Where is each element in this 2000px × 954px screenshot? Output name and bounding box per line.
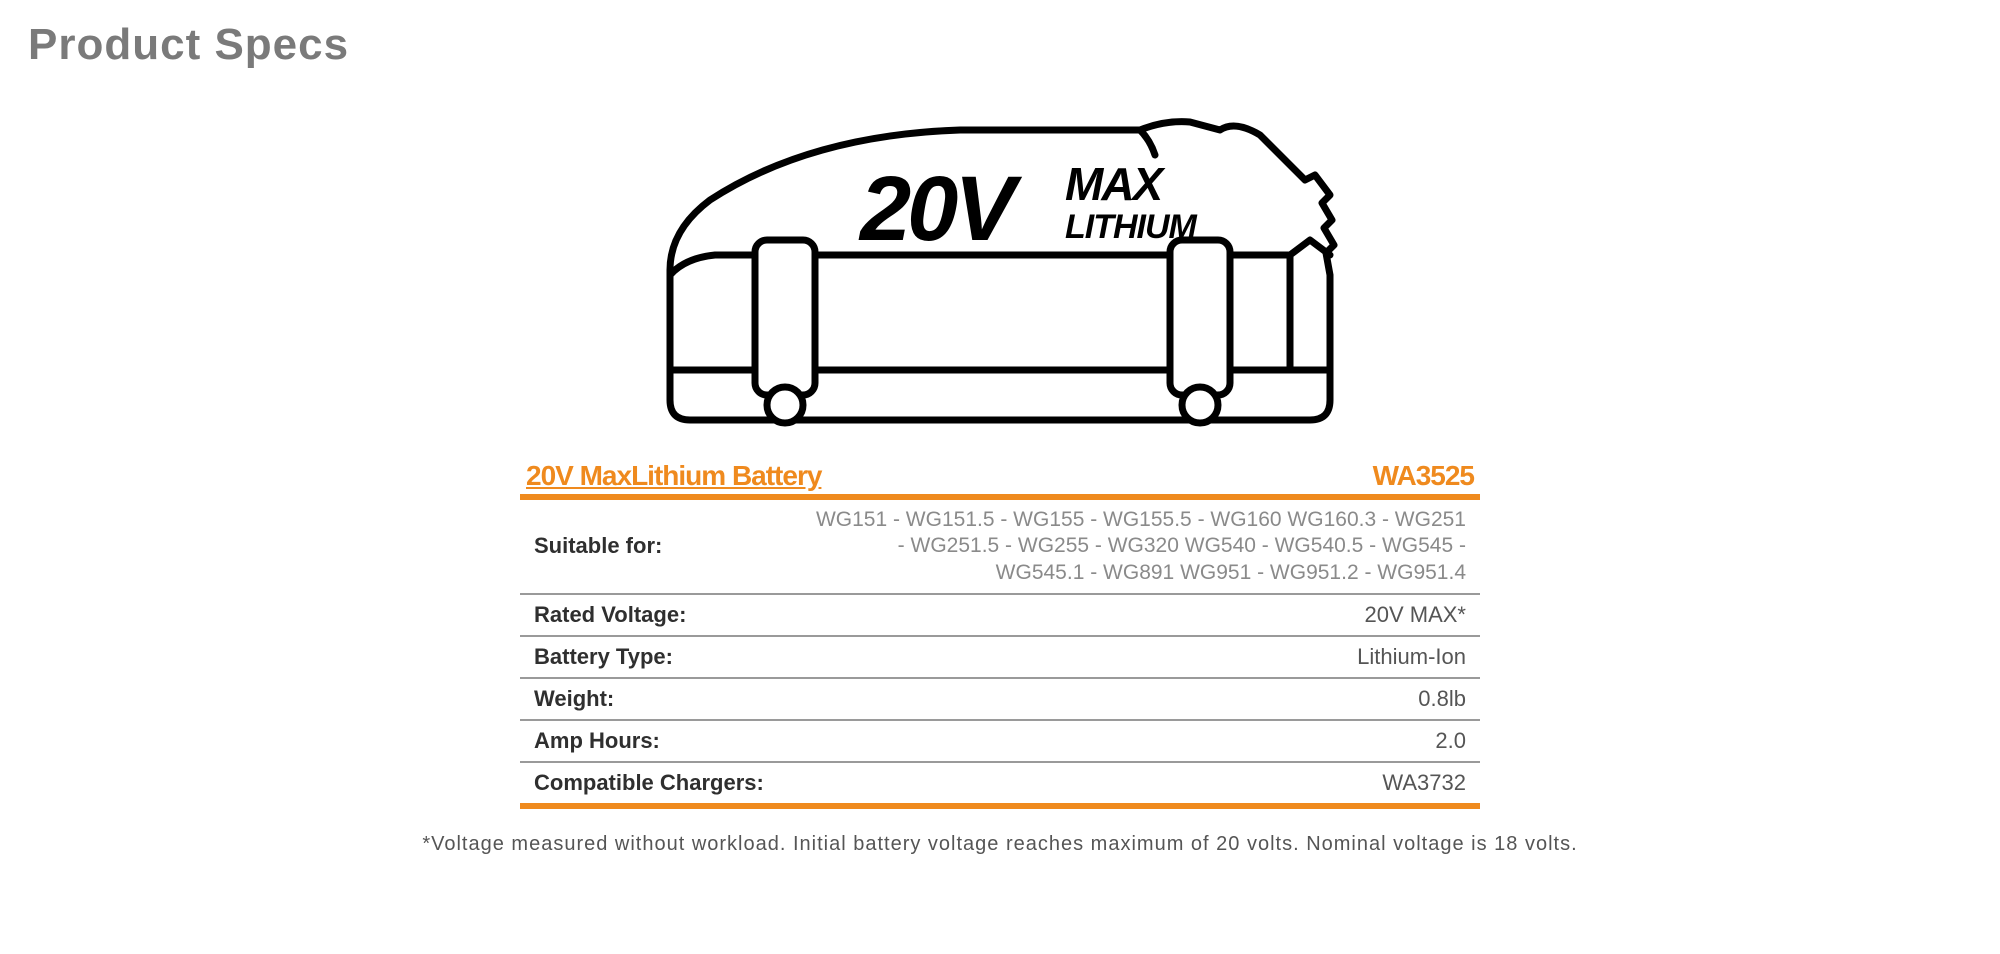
spec-value: 2.0 [800,720,1480,762]
spec-label: Rated Voltage: [520,594,800,636]
spec-value: 20V MAX* [800,594,1480,636]
table-row: Amp Hours:2.0 [520,720,1480,762]
spec-header-model: WA3525 [1373,460,1474,492]
table-row: Weight:0.8lb [520,678,1480,720]
spec-header: 20V MaxLithium Battery WA3525 [520,460,1480,494]
footnote: *Voltage measured without workload. Init… [422,833,1577,856]
spec-table: Suitable for:WG151 - WG151.5 - WG155 - W… [520,500,1480,803]
spec-label: Amp Hours: [520,720,800,762]
svg-text:MAX: MAX [1065,158,1166,210]
spec-value: 0.8lb [800,678,1480,720]
page-title: Product Specs [28,20,1972,70]
spec-label: Weight: [520,678,800,720]
spec-value: WG151 - WG151.5 - WG155 - WG155.5 - WG16… [800,500,1480,594]
header-divider-bottom [520,803,1480,809]
battery-diagram: 20V MAX LITHIUM [610,100,1390,450]
spec-label: Compatible Chargers: [520,762,800,803]
table-row: Suitable for:WG151 - WG151.5 - WG155 - W… [520,500,1480,594]
table-row: Compatible Chargers:WA3732 [520,762,1480,803]
spec-value: Lithium-Ion [800,636,1480,678]
content-area: 20V MAX LITHIUM 20V MaxLithium Battery W… [28,100,1972,856]
spec-header-title: 20V MaxLithium Battery [526,460,821,492]
spec-label: Battery Type: [520,636,800,678]
spec-value: WA3732 [800,762,1480,803]
svg-text:LITHIUM: LITHIUM [1065,208,1198,246]
table-row: Rated Voltage:20V MAX* [520,594,1480,636]
spec-label: Suitable for: [520,500,800,594]
spec-block: 20V MaxLithium Battery WA3525 Suitable f… [520,460,1480,809]
svg-text:20V: 20V [858,158,1022,260]
table-row: Battery Type:Lithium-Ion [520,636,1480,678]
